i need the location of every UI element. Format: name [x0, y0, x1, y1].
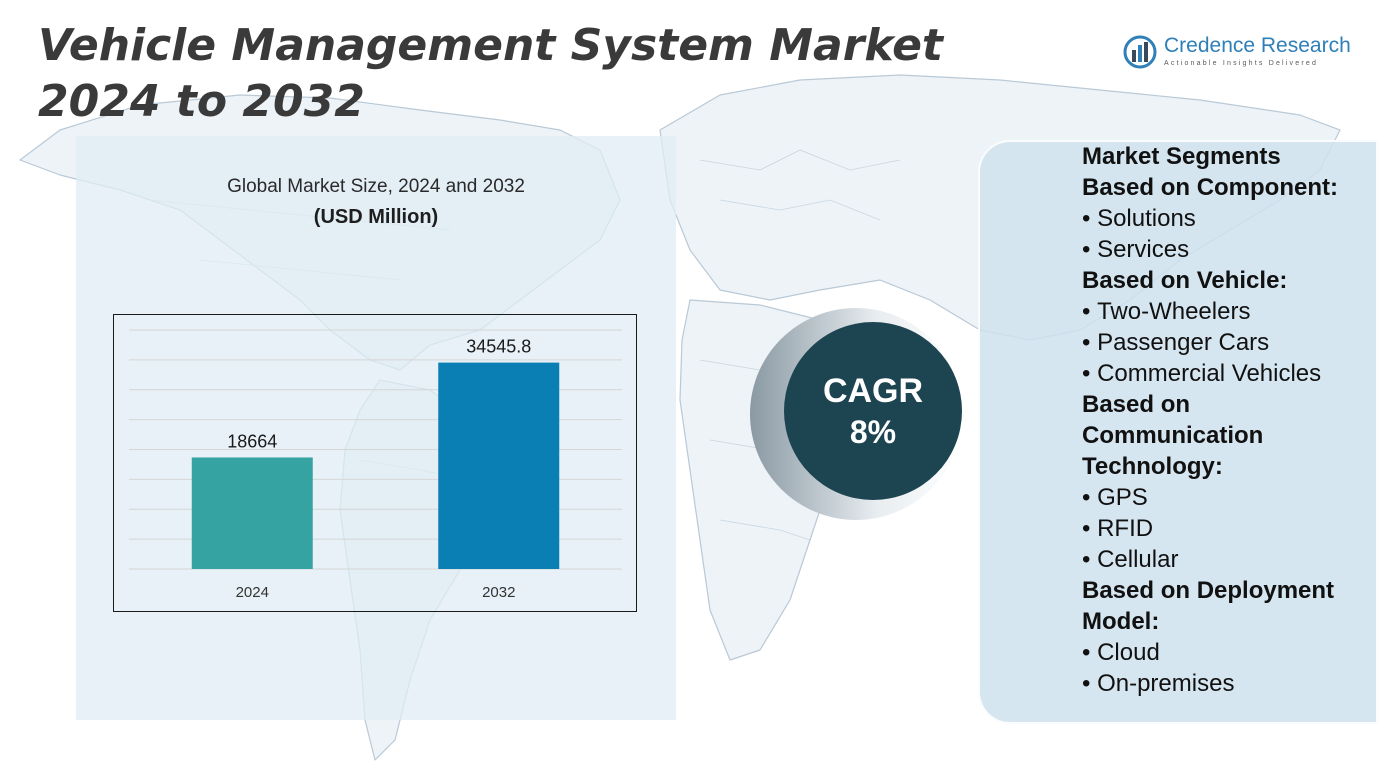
bar-chart: 18664 2024 34545.8 2032	[113, 314, 637, 612]
bar-chart-svg: 18664 2024 34545.8 2032	[129, 329, 622, 601]
logo-tagline: Actionable Insights Delivered	[1164, 60, 1319, 67]
value-label-2032: 34545.8	[466, 337, 531, 357]
bar-2024	[191, 457, 313, 569]
cagr-badge: CAGR 8%	[748, 306, 964, 522]
cagr-circle: CAGR 8%	[784, 322, 962, 500]
segment-item: Passenger Cars	[1082, 327, 1378, 358]
bar-2032	[438, 362, 560, 569]
segment-heading: Based on Deployment	[1082, 577, 1335, 604]
segment-item: Commercial Vehicles	[1082, 358, 1378, 389]
segment-heading: Based on Component:	[1082, 174, 1338, 201]
company-logo: Credence Research Actionable Insights De…	[1122, 34, 1362, 74]
segment-heading: Technology:	[1082, 453, 1223, 480]
cagr-value: 8%	[849, 414, 897, 450]
chart-subtitle: (USD Million)	[313, 206, 439, 228]
segment-heading: Based on Vehicle:	[1082, 267, 1288, 294]
segment-heading: Market Segments	[1082, 143, 1281, 170]
segment-item: Cloud	[1082, 637, 1378, 668]
category-label-2024: 2024	[236, 584, 269, 601]
segment-heading: Based on	[1082, 391, 1191, 418]
segment-item: Two-Wheelers	[1082, 296, 1378, 327]
segment-item: Services	[1082, 234, 1378, 265]
segment-item: Cellular	[1082, 544, 1378, 575]
category-label-2032: 2032	[482, 584, 515, 601]
segments-list: Market Segments Based on Component:Soluti…	[1082, 141, 1378, 699]
segment-item: On-premises	[1082, 668, 1378, 699]
segment-item: RFID	[1082, 513, 1378, 544]
page-title: Vehicle Management System Market 2024 to…	[38, 20, 943, 127]
chart-title: Global Market Size, 2024 and 2032	[227, 176, 525, 197]
chart-panel: Global Market Size, 2024 and 2032 (USD M…	[76, 136, 676, 720]
segment-heading: Model:	[1082, 608, 1160, 635]
logo-name: Credence Research	[1164, 34, 1351, 57]
cagr-label: CAGR	[822, 372, 924, 410]
segment-item: Solutions	[1082, 203, 1378, 234]
logo-icon	[1123, 35, 1157, 69]
segment-item: GPS	[1082, 482, 1378, 513]
segment-heading: Communication	[1082, 422, 1264, 449]
value-label-2024: 18664	[227, 431, 277, 451]
